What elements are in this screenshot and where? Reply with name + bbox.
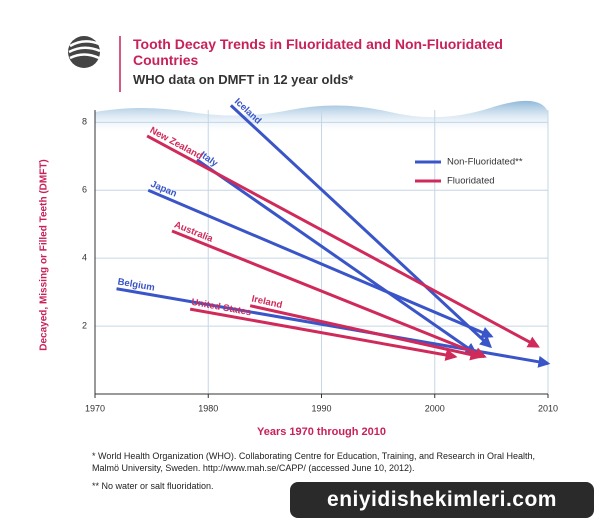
x-tick-label: 1980 [198,403,218,413]
y-tick-label: 2 [82,320,87,330]
x-tick-label: 2010 [538,403,558,413]
x-tick-label: 2000 [425,403,445,413]
trend-arrow [229,104,492,349]
x-axis-label: Years 1970 through 2010 [257,426,386,438]
logo [68,36,101,68]
trend-arrow [147,188,494,339]
legend-label: Non-Fluoridated** [447,157,523,168]
footnote: * World Health Organization (WHO). Colla… [92,451,536,473]
trend-arrow [189,307,458,361]
trend-arrow [171,229,487,359]
x-tick-label: 1970 [85,403,105,413]
y-axis-label: Decayed, Missing or Filled Teeth (DMFT) [39,159,50,351]
trend-arrow [249,304,483,361]
y-tick-label: 4 [82,253,87,263]
y-tick-label: 8 [82,117,87,127]
watermark: eniyidishekimleri.com [290,482,594,518]
footnote: ** No water or salt fluoridation. [92,481,214,491]
chart-subtitle: WHO data on DMFT in 12 year olds* [133,72,354,87]
trend-arrow [196,158,478,355]
trend-arrow [146,134,540,348]
legend-label: Fluoridated [447,176,495,187]
y-tick-label: 6 [82,185,87,195]
x-tick-label: 1990 [311,403,331,413]
chart-title: Tooth Decay Trends in Fluoridated and No… [133,36,503,68]
